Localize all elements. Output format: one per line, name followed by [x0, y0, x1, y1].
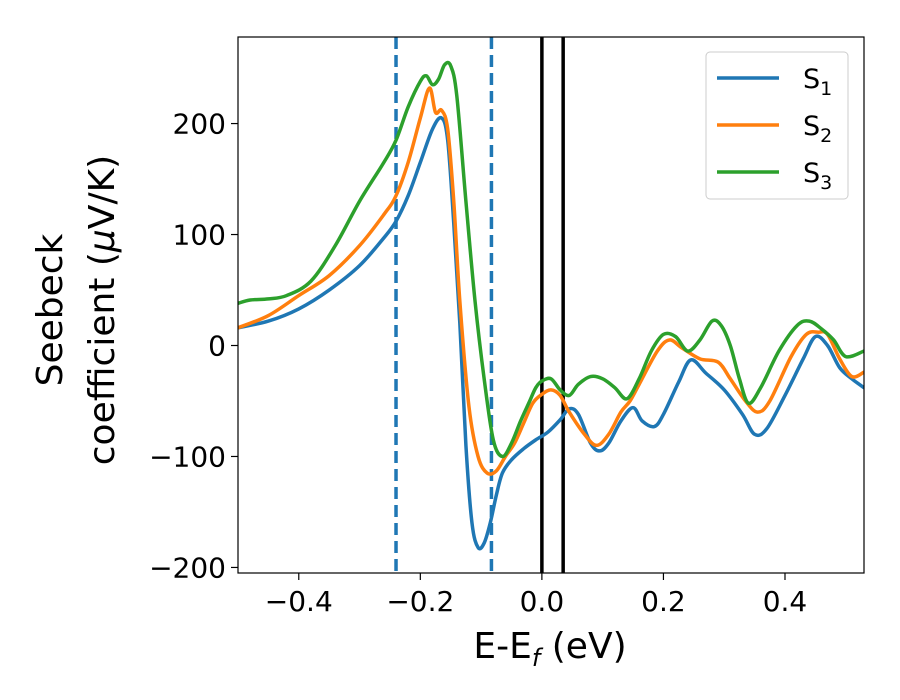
x-tick-label: 0.0: [520, 585, 565, 618]
y-tick-label: 0: [208, 330, 226, 363]
data-series: [238, 60, 864, 551]
y-axis-label-line1: Seebeck: [30, 233, 71, 386]
legend-entry-s1: S1: [717, 64, 832, 100]
legend-label: S2: [803, 111, 832, 147]
x-tick-label: −0.2: [386, 585, 454, 618]
x-tick-label: −0.4: [265, 585, 333, 618]
legend-entry-s2: S2: [717, 111, 832, 147]
y-tick-label: −100: [149, 440, 226, 473]
x-tick-label: 0.4: [763, 585, 808, 618]
y-tick-label: 200: [173, 108, 226, 141]
reference-lines: [394, 37, 565, 573]
series-line-s1: [238, 115, 864, 551]
y-axis-ticks: −200 −100 0 100 200: [149, 108, 238, 584]
x-tick-label: 0.2: [641, 585, 686, 618]
plot-area-frame: [237, 36, 865, 574]
y-axis-label: Seebeck coefficient (μV/K): [30, 155, 123, 465]
y-tick-label: 100: [173, 219, 226, 252]
legend-label: S3: [803, 158, 832, 194]
legend: S1 S2 S3: [705, 51, 849, 200]
y-tick-label: −200: [149, 551, 226, 584]
x-axis-label: E-Ef (eV): [473, 626, 626, 672]
y-axis-label-line2: coefficient (μV/K): [82, 155, 123, 465]
legend-entry-s3: S3: [717, 158, 832, 194]
legend-label: S1: [803, 64, 832, 100]
x-axis-ticks: −0.4 −0.2 0.0 0.2 0.4: [265, 573, 807, 618]
series-line-s2: [238, 86, 864, 476]
series-line-s3: [238, 60, 864, 459]
